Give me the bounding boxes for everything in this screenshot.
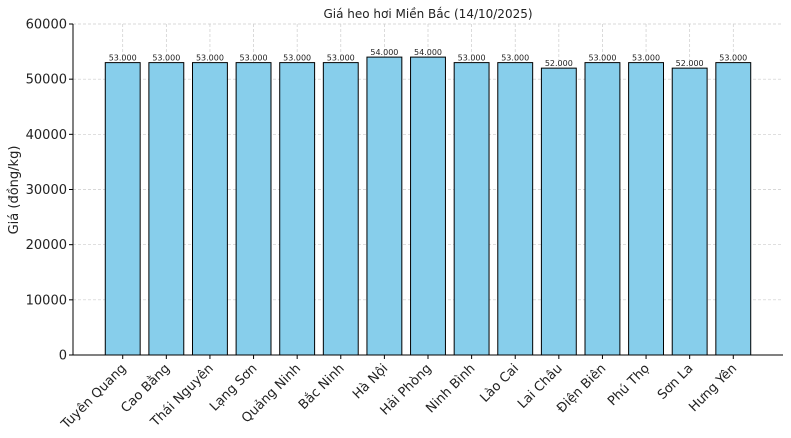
y-tick-label: 50000	[26, 73, 67, 88]
data-label: 53.000	[719, 54, 747, 63]
y-tick-label: 10000	[26, 293, 67, 308]
data-label: 53.000	[109, 54, 137, 63]
y-tick-label: 0	[59, 349, 67, 364]
bar	[148, 62, 185, 356]
bar	[540, 67, 577, 356]
x-tick-label: Hà Nội	[350, 361, 391, 402]
bar	[410, 56, 446, 356]
data-label: 53.000	[240, 54, 268, 63]
y-tick-label: 20000	[26, 238, 67, 253]
y-tick-label: 40000	[26, 128, 67, 143]
data-label: 52.000	[545, 59, 573, 68]
chart-title: Giá heo hơi Miền Bắc (14/10/2025)	[323, 7, 532, 21]
data-label: 52.000	[676, 59, 704, 68]
x-tick-label: Hưng Yên	[686, 361, 740, 415]
x-tick-label: Tuyên Quang	[58, 361, 130, 433]
x-tick-label: Sơn La	[655, 361, 697, 403]
bar	[279, 62, 316, 356]
data-label: 53.000	[632, 54, 660, 63]
y-tick-label: 60000	[26, 18, 67, 33]
y-axis-label: Giá (đồng/kg)	[7, 146, 22, 235]
bar	[497, 62, 534, 356]
x-tick-label: Phú Thọ	[605, 361, 653, 409]
bar	[628, 62, 665, 356]
bar	[366, 56, 403, 356]
bar	[715, 62, 752, 356]
x-tick-label: Bắc Ninh	[296, 361, 348, 413]
x-tick-label: Lào Cai	[478, 361, 523, 406]
bar	[235, 62, 272, 356]
bar	[322, 62, 359, 356]
bar	[584, 62, 621, 356]
data-label: 53.000	[283, 54, 311, 63]
data-label: 53.000	[196, 54, 224, 63]
y-tick-label: 30000	[26, 183, 67, 198]
bar	[191, 62, 228, 356]
data-label: 54.000	[414, 48, 442, 57]
data-label: 54.000	[370, 48, 398, 57]
bar	[104, 62, 141, 356]
data-label: 53.000	[327, 54, 355, 63]
bar	[671, 67, 708, 356]
bar	[453, 62, 490, 356]
data-label: 53.000	[588, 54, 616, 63]
data-label: 53.000	[458, 54, 486, 63]
data-label: 53.000	[152, 54, 180, 63]
data-label: 53.000	[501, 54, 529, 63]
